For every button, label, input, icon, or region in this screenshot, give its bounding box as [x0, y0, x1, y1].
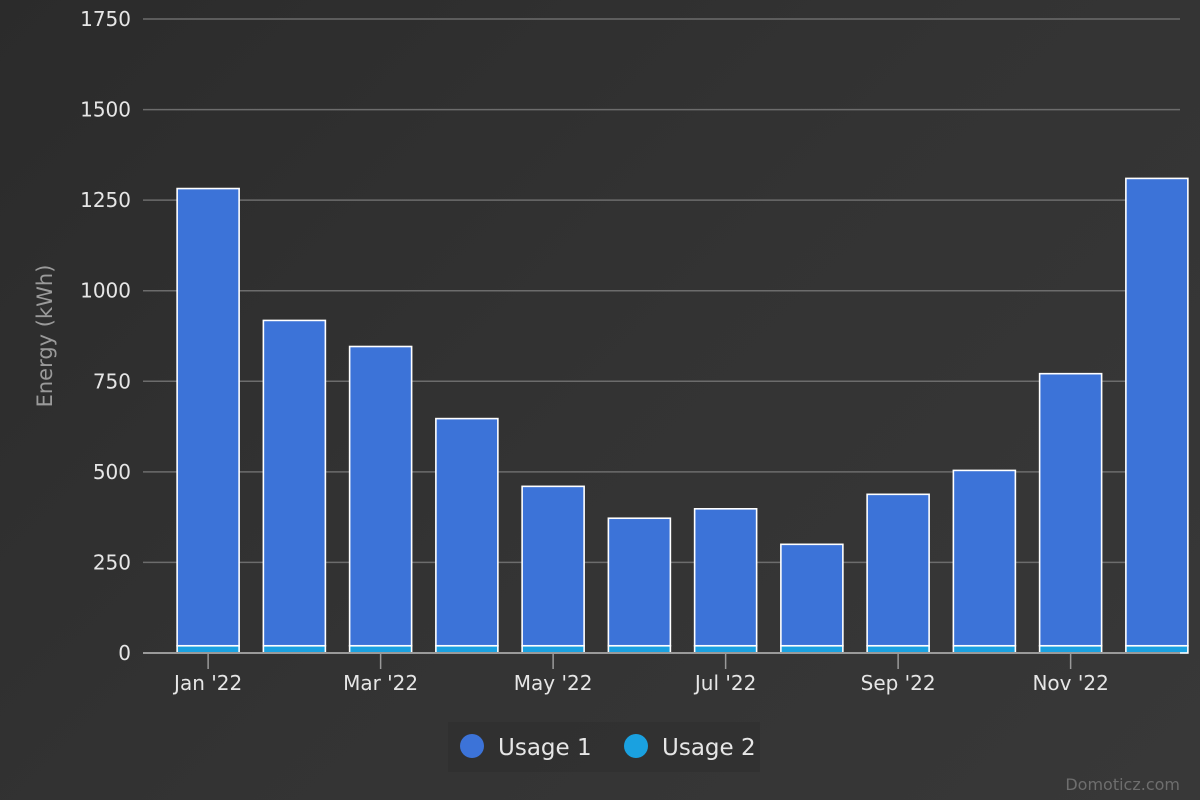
bar-usage-2[interactable] — [521, 644, 585, 654]
x-tick-label: Jul '22 — [693, 671, 756, 695]
x-axis-ticks: Jan '22 Mar '22 May '22 Jul '22 Sep '22 Nov '… — [172, 653, 1109, 695]
y-tick-label: 1750 — [80, 7, 131, 31]
bar-usage-1[interactable] — [262, 319, 327, 647]
bar-usage-1[interactable] — [952, 469, 1017, 647]
x-tick-label: Sep '22 — [861, 671, 936, 695]
legend[interactable]: Usage 1 Usage 2 — [448, 722, 760, 772]
bar-group[interactable] — [1125, 177, 1189, 654]
bar-usage-2[interactable] — [348, 644, 413, 654]
y-tick-label: 0 — [118, 641, 131, 665]
bar-group[interactable] — [262, 319, 327, 654]
bar-group[interactable] — [1038, 372, 1103, 654]
legend-item[interactable]: Usage 2 — [624, 734, 756, 761]
bar-usage-2[interactable] — [693, 644, 758, 654]
credit-link[interactable]: Domoticz.com — [1065, 775, 1180, 794]
bar-usage-1[interactable] — [607, 517, 672, 647]
bar-usage-2[interactable] — [262, 644, 327, 654]
legend-marker — [624, 734, 648, 758]
bar-usage-2[interactable] — [780, 644, 844, 654]
bar-usage-1[interactable] — [1038, 372, 1103, 647]
bar-usage-2[interactable] — [176, 644, 240, 654]
bar-usage-1[interactable] — [780, 543, 844, 647]
bar-group[interactable] — [176, 187, 240, 654]
y-tick-label: 1250 — [80, 188, 131, 212]
x-tick-label: Nov '22 — [1032, 671, 1108, 695]
bar-usage-2[interactable] — [1038, 644, 1103, 654]
bar-usage-2[interactable] — [866, 644, 930, 654]
bar-group[interactable] — [952, 469, 1017, 654]
bar-usage-1[interactable] — [435, 417, 499, 647]
bar-group[interactable] — [693, 508, 758, 654]
bar-usage-2[interactable] — [607, 644, 672, 654]
bar-usage-2[interactable] — [1125, 644, 1189, 654]
bar-usage-1[interactable] — [348, 345, 413, 647]
bar-usage-1[interactable] — [693, 508, 758, 647]
x-tick-label: Mar '22 — [343, 671, 418, 695]
y-tick-label: 250 — [93, 550, 131, 574]
legend-marker — [460, 734, 484, 758]
y-tick-label: 750 — [93, 369, 131, 393]
y-axis-label: Energy (kWh) — [33, 265, 57, 408]
bar-usage-1[interactable] — [176, 187, 240, 647]
bar-usage-2[interactable] — [435, 644, 499, 654]
bar-group[interactable] — [348, 345, 413, 654]
y-tick-label: 1000 — [80, 279, 131, 303]
bar-group[interactable] — [607, 517, 672, 654]
x-tick-label: May '22 — [514, 671, 593, 695]
legend-box — [448, 722, 760, 772]
bars[interactable] — [176, 177, 1189, 654]
bar-group[interactable] — [780, 543, 844, 654]
y-tick-label: 500 — [93, 460, 131, 484]
y-tick-label: 1500 — [80, 98, 131, 122]
legend-label: Usage 1 — [498, 735, 592, 761]
bar-usage-1[interactable] — [1125, 177, 1189, 647]
bar-group[interactable] — [866, 493, 930, 654]
bar-usage-2[interactable] — [952, 644, 1017, 654]
legend-label: Usage 2 — [662, 735, 756, 761]
y-axis-ticks: 0 250 500 750 1000 1250 1500 1750 — [80, 7, 131, 665]
x-tick-label: Jan '22 — [172, 671, 242, 695]
bar-usage-1[interactable] — [866, 493, 930, 647]
legend-item[interactable]: Usage 1 — [460, 734, 592, 761]
bar-usage-1[interactable] — [521, 485, 585, 647]
bar-group[interactable] — [521, 485, 585, 654]
bar-group[interactable] — [435, 417, 499, 654]
